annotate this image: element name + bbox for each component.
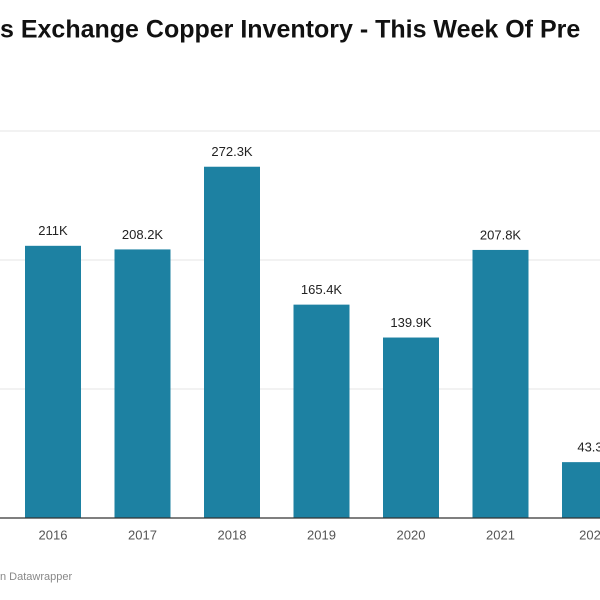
x-tick-label: 2021 [486, 527, 515, 542]
bar [204, 166, 260, 518]
x-tick-label: 2020 [397, 527, 426, 542]
value-label: 165.4K [301, 282, 343, 297]
x-tick-label: 2018 [218, 527, 247, 542]
value-label: 43.3 [577, 440, 600, 455]
x-tick-label: 202 [579, 527, 600, 542]
bar [472, 249, 529, 519]
bar [114, 249, 171, 518]
x-tick-label: 2019 [307, 527, 336, 542]
value-label: 208.2K [122, 227, 164, 242]
bar [562, 462, 600, 518]
value-label: 211K [38, 223, 68, 238]
bar [383, 337, 439, 518]
bar [293, 304, 350, 518]
x-tick-label: 2016 [39, 527, 68, 542]
bar [25, 245, 81, 518]
value-label: 272.3K [211, 144, 253, 159]
source: n Datawrapper [0, 571, 72, 583]
value-label: 207.8K [480, 227, 522, 242]
value-label: 139.9K [390, 315, 432, 330]
chart-title: s Exchange Copper Inventory - This Week … [0, 16, 580, 44]
x-tick-label: 2017 [128, 527, 157, 542]
